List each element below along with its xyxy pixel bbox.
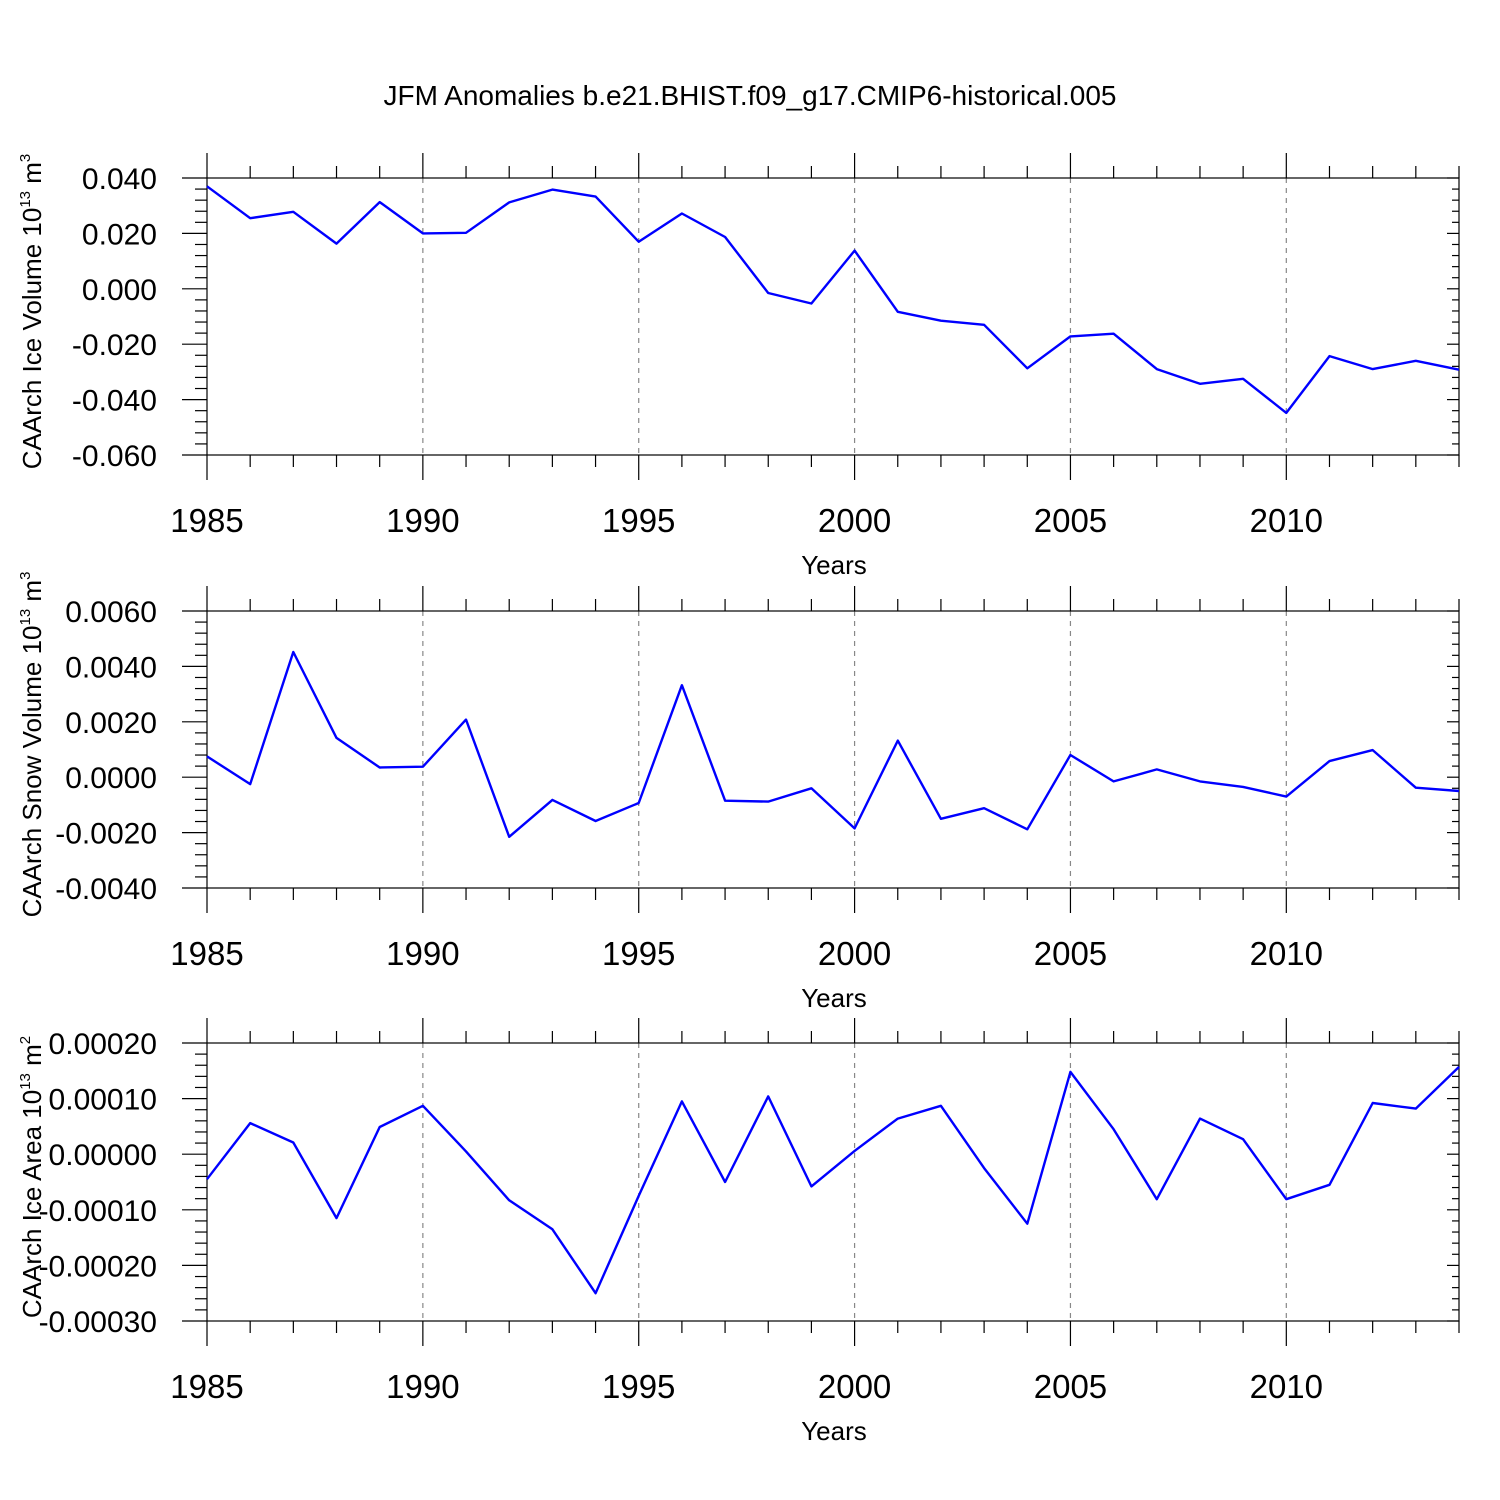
- x-tick-label: 2000: [818, 935, 891, 972]
- y-tick-label: -0.040: [72, 385, 157, 418]
- x-tick-label: 2005: [1034, 935, 1107, 972]
- y-tick-label: 0.020: [82, 218, 157, 251]
- y-tick-label: 0.00000: [49, 1139, 157, 1172]
- y-tick-label: 0.0000: [65, 762, 157, 795]
- data-series-line: [206, 650, 1460, 838]
- x-tick-label: 2010: [1250, 935, 1323, 972]
- x-axis-label: Years: [801, 550, 867, 580]
- x-tick-label: 2010: [1250, 1368, 1323, 1405]
- y-tick-label: -0.060: [72, 440, 157, 473]
- plot-frame: [206, 177, 1460, 456]
- y-tick-label: 0.00010: [49, 1084, 157, 1117]
- plot-frame: [206, 1042, 1460, 1322]
- data-series-line: [206, 1066, 1460, 1295]
- figure-title: JFM Anomalies b.e21.BHIST.f09_g17.CMIP6-…: [383, 80, 1116, 111]
- y-tick-label: 0.0040: [65, 651, 157, 684]
- y-tick-label: -0.020: [72, 329, 157, 362]
- x-tick-label: 1995: [602, 1368, 675, 1405]
- x-tick-label: 2000: [818, 1368, 891, 1405]
- x-tick-label: 2000: [818, 502, 891, 539]
- y-tick-label: 0.000: [82, 274, 157, 307]
- chart-panel-1: 0.040 0.020 0.000 -0.020 -0.040 -0.060 1985 199…: [17, 153, 1460, 580]
- x-tick-label: 2010: [1250, 502, 1323, 539]
- x-tick-label: 1985: [170, 1368, 243, 1405]
- y-tick-label: -0.00010: [39, 1195, 157, 1228]
- y-tick-label: -0.0040: [55, 873, 157, 906]
- y-axis-label: CAArch Ice Area 1013 m2: [17, 1036, 47, 1318]
- y-tick-label: 0.040: [82, 163, 157, 196]
- y-tick-label: 0.00020: [49, 1028, 157, 1061]
- x-tick-label: 1990: [386, 935, 459, 972]
- y-tick-label: 0.0020: [65, 707, 157, 740]
- x-tick-label: 1985: [170, 502, 243, 539]
- chart-panels: 0.040 0.020 0.000 -0.020 -0.040 -0.060 1985 199…: [17, 153, 1460, 1446]
- x-tick-label: 1995: [602, 502, 675, 539]
- x-tick-label: 1990: [386, 1368, 459, 1405]
- x-tick-label: 1985: [170, 935, 243, 972]
- x-axis-label: Years: [801, 1416, 867, 1446]
- y-axis-label: CAArch Ice Volume 1013 m3: [17, 154, 47, 470]
- x-axis-label: Years: [801, 983, 867, 1013]
- x-tick-label: 1995: [602, 935, 675, 972]
- plot-frame: [206, 610, 1460, 889]
- x-tick-label: 1990: [386, 502, 459, 539]
- chart-panel-2: 0.0060 0.0040 0.0020 0.0000 -0.0020 -0.0040 19…: [17, 572, 1460, 1013]
- x-tick-label: 2005: [1034, 502, 1107, 539]
- y-axis-label: CAArch Snow Volume 1013 m3: [17, 572, 47, 918]
- y-tick-label: -0.00020: [39, 1250, 157, 1283]
- y-tick-label: -0.0020: [55, 818, 157, 851]
- y-tick-label: -0.00030: [39, 1306, 157, 1339]
- chart-panel-3: 0.00020 0.00010 0.00000 -0.00010 -0.00020 -0.…: [17, 1018, 1460, 1446]
- x-tick-label: 2005: [1034, 1368, 1107, 1405]
- y-tick-label: 0.0060: [65, 596, 157, 629]
- data-series-line: [206, 185, 1460, 415]
